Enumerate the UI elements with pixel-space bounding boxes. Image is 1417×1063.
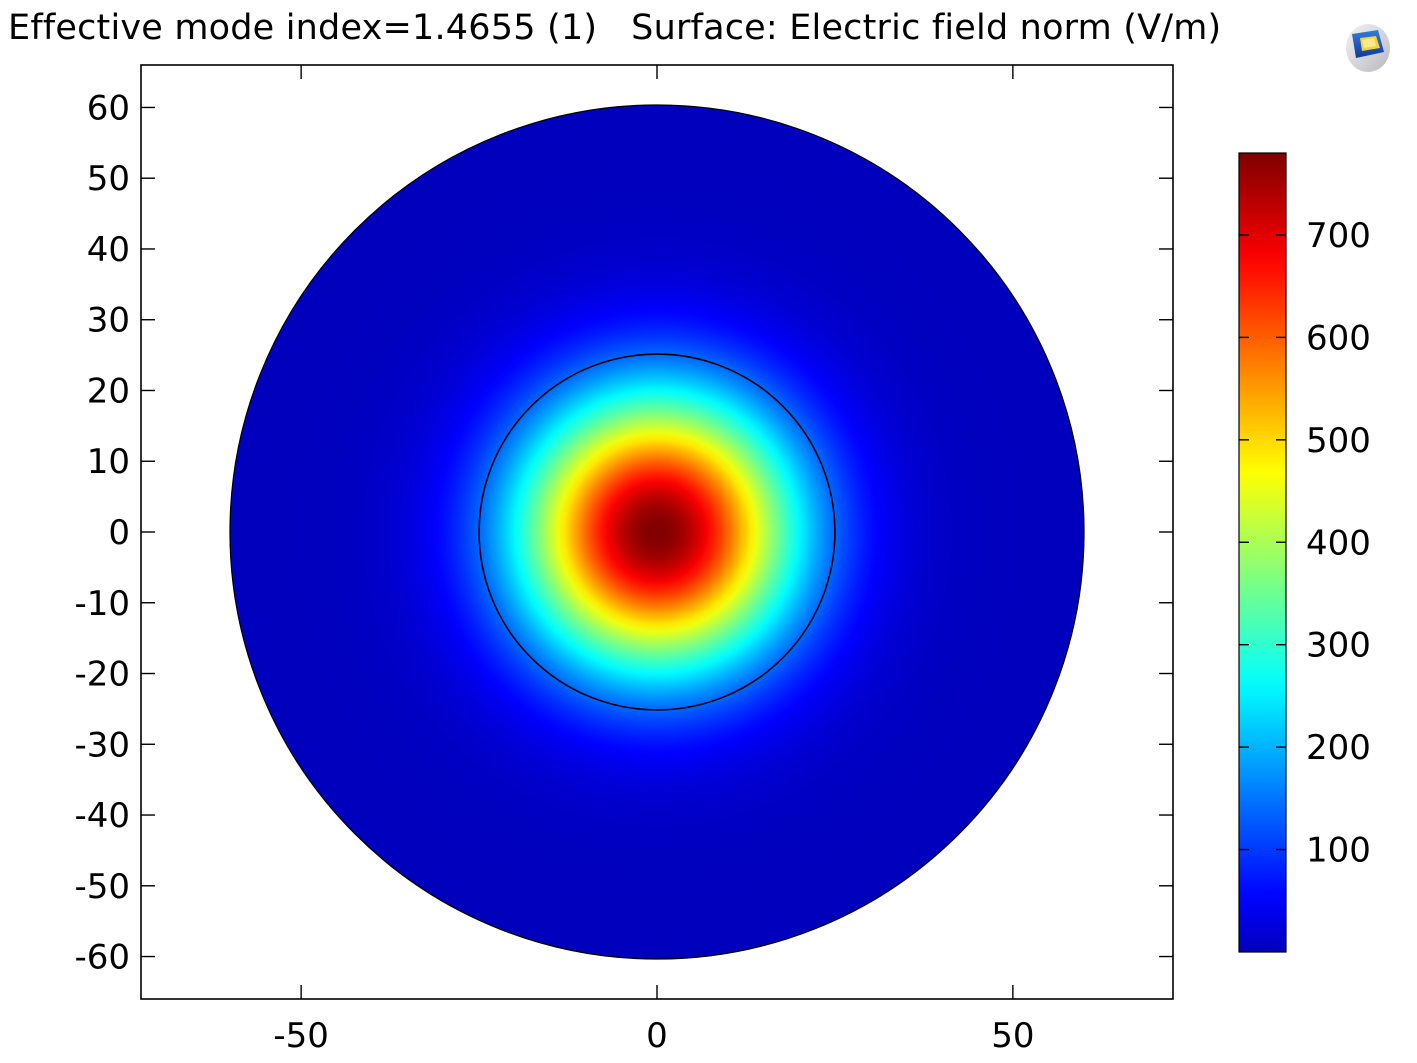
colorbar-tick-label: 500 <box>1306 421 1371 461</box>
y-tick-label: 10 <box>87 442 130 482</box>
y-axis-ticks: 60 50 40 30 20 10 0 -10 -20 -30 -40 -50 -60 <box>74 88 1173 978</box>
y-tick-label: -10 <box>74 584 130 624</box>
comsol-logo-icon <box>1346 24 1390 72</box>
y-tick-label: -50 <box>74 867 130 907</box>
y-tick-label: 40 <box>87 230 130 270</box>
colorbar: 700 600 500 400 300 200 100 <box>1238 152 1371 953</box>
colorbar-tick-label: 600 <box>1306 318 1371 358</box>
y-tick-label: 20 <box>87 371 130 411</box>
y-tick-label: -30 <box>74 725 130 765</box>
x-tick-label: -50 <box>273 1016 329 1056</box>
y-tick-label: 50 <box>87 159 130 199</box>
plot-title: Effective mode index=1.4655 (1) Surface:… <box>8 8 1222 48</box>
y-tick-label: 60 <box>87 88 130 128</box>
colorbar-ticks: 700 600 500 400 300 200 100 <box>1239 216 1371 871</box>
colorbar-tick-label: 300 <box>1306 626 1371 666</box>
colorbar-tick-label: 200 <box>1306 728 1371 768</box>
core-boundary <box>478 353 836 711</box>
y-tick-label: 0 <box>108 513 130 553</box>
y-tick-label: -60 <box>74 938 130 978</box>
cladding-disc <box>229 104 1085 960</box>
x-tick-label: 50 <box>991 1016 1034 1056</box>
y-tick-label: 30 <box>87 301 130 341</box>
y-tick-label: -40 <box>74 796 130 836</box>
colorbar-tick-label: 700 <box>1306 216 1371 256</box>
y-tick-label: -20 <box>74 655 130 695</box>
colorbar-tick-label: 100 <box>1306 831 1371 871</box>
colorbar-bar <box>1238 152 1287 953</box>
x-tick-label: 0 <box>646 1016 668 1056</box>
colorbar-tick-label: 400 <box>1306 523 1371 563</box>
x-axis-ticks: -50 0 50 <box>273 65 1034 1056</box>
plot-area: -50 0 50 60 50 40 30 20 10 0 -10 -20 -30 -40 -50 -60 <box>74 64 1174 1056</box>
